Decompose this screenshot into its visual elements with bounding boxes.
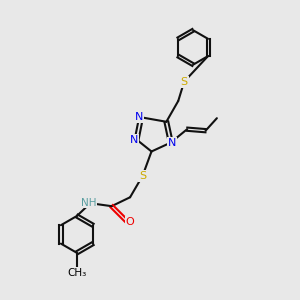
Text: S: S	[139, 171, 146, 181]
Text: NH: NH	[81, 198, 97, 208]
Text: S: S	[181, 76, 188, 87]
Text: N: N	[130, 135, 138, 145]
Text: N: N	[134, 112, 143, 122]
Text: N: N	[168, 138, 176, 148]
Text: CH₃: CH₃	[67, 268, 86, 278]
Text: O: O	[126, 217, 134, 226]
